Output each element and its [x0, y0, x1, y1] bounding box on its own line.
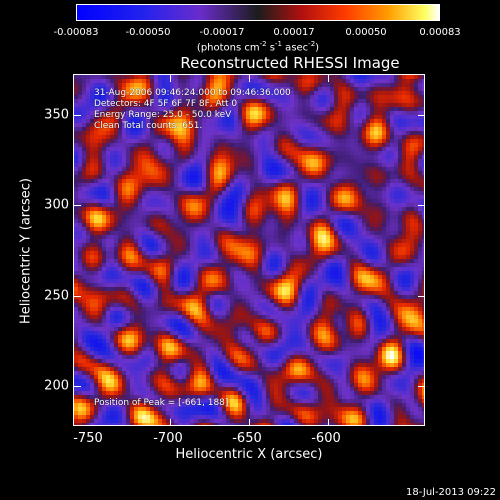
rhessi-image-map	[74, 75, 424, 425]
colorbar-units: (photons cm-2 s-1 asec-2)	[196, 40, 320, 54]
colorbar-tick-label: 0.00050	[345, 27, 387, 38]
colorbar-tick-label: 0.00083	[419, 27, 461, 38]
colorbar-tick-label: -0.00050	[125, 27, 171, 38]
overlay-energy-range: Energy Range: 25.0 - 50.0 keV	[94, 110, 232, 120]
y-tick-label: 200	[44, 378, 69, 394]
x-tick-label: -650	[232, 431, 262, 446]
y-tick-label: 350	[44, 107, 69, 123]
x-axis-label: Heliocentric X (arcsec)	[175, 447, 323, 462]
image-title: Reconstructed RHESSI Image	[180, 54, 400, 72]
y-tick-label: 300	[44, 197, 69, 213]
x-tick-label: -750	[73, 431, 103, 446]
overlay-time-range: 31-Aug-2006 09:46:24.000 to 09:46:36.000	[94, 88, 291, 98]
y-axis-label: Heliocentric Y (arcsec)	[18, 178, 34, 324]
colorbar	[76, 4, 440, 21]
x-tick-label: -700	[153, 431, 183, 446]
colorbar-tick-label: -0.00017	[199, 27, 245, 38]
generation-timestamp: 18-Jul-2013 09:22	[405, 487, 496, 498]
overlay-clean-counts: Clean Total counts: 651.	[94, 121, 203, 131]
rhessi-image-plot: 31-Aug-2006 09:46:24.000 to 09:46:36.000…	[73, 74, 425, 426]
colorbar-tick-label: 0.00017	[273, 27, 315, 38]
y-tick-label: 250	[44, 288, 69, 304]
x-tick-label: -600	[311, 431, 341, 446]
colorbar-tick-label: -0.00083	[53, 27, 99, 38]
overlay-peak-position: Position of Peak = [-661, 188]	[94, 398, 229, 408]
overlay-detectors: Detectors: 4F 5F 6F 7F 8F, Att 0	[94, 99, 238, 109]
